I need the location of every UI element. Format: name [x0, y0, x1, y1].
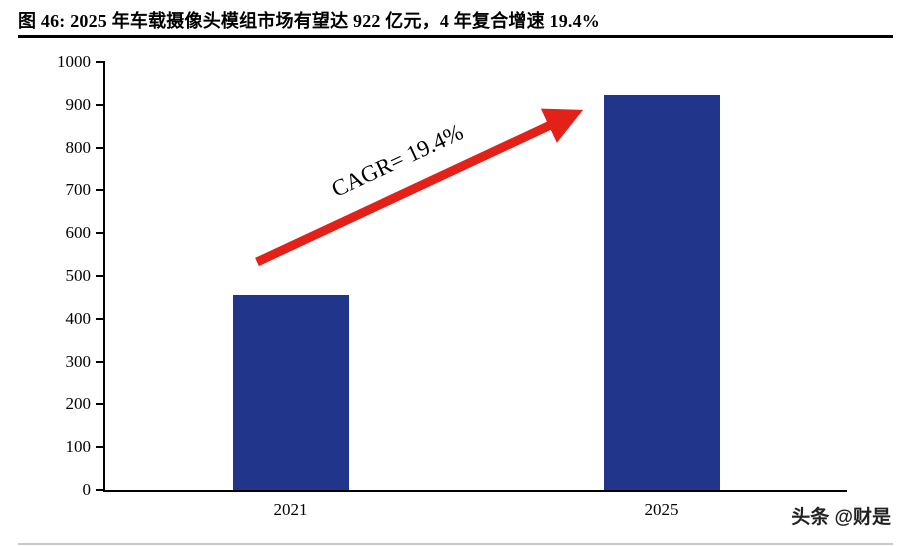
- y-axis-tick-label: 200: [65, 394, 92, 414]
- bar-2025: [603, 95, 720, 490]
- y-axis-tick: [96, 103, 105, 106]
- x-axis-label: 2025: [644, 500, 679, 519]
- y-axis-tick: [96, 146, 105, 149]
- bottom-divider: [18, 543, 893, 545]
- bar-2021: [232, 295, 349, 490]
- cagr-annotation: CAGR= 19.4%: [327, 119, 467, 202]
- x-axis-label: 2021: [273, 500, 308, 519]
- y-axis-tick-label: 100: [65, 437, 92, 457]
- y-axis-tick-label: 1000: [57, 52, 91, 71]
- plot-area: CAGR= 19.4% 0 100 200 300 400 500 600 700 800 900…: [57, 52, 847, 519]
- figure-title: 图 46: 2025 年车载摄像头模组市场有望达 922 亿元，4 年复合增速 …: [18, 11, 600, 31]
- y-axis-tick: [96, 360, 105, 363]
- y-axis-tick: [96, 403, 105, 406]
- y-axis-tick-label: 0: [82, 480, 92, 499]
- watermark: 头条 @财是: [791, 507, 891, 528]
- y-axis-tick: [96, 317, 105, 320]
- y-axis-tick-label: 500: [65, 266, 92, 285]
- y-axis-tick: [96, 275, 105, 277]
- y-axis-tick: [96, 232, 105, 235]
- title-divider: [18, 35, 893, 38]
- y-axis-tick: [96, 189, 105, 192]
- y-axis-tick-label: 800: [65, 137, 92, 157]
- y-axis-tick-label: 900: [65, 94, 92, 114]
- y-axis-tick-label: 700: [65, 180, 92, 200]
- y-axis-tick-label: 600: [65, 223, 92, 243]
- y-axis-tick: [96, 489, 105, 491]
- y-axis-tick: [96, 446, 105, 449]
- y-axis-tick-label: 400: [65, 308, 92, 328]
- y-axis-tick: [96, 61, 105, 63]
- y-axis-tick-label: 300: [65, 351, 92, 371]
